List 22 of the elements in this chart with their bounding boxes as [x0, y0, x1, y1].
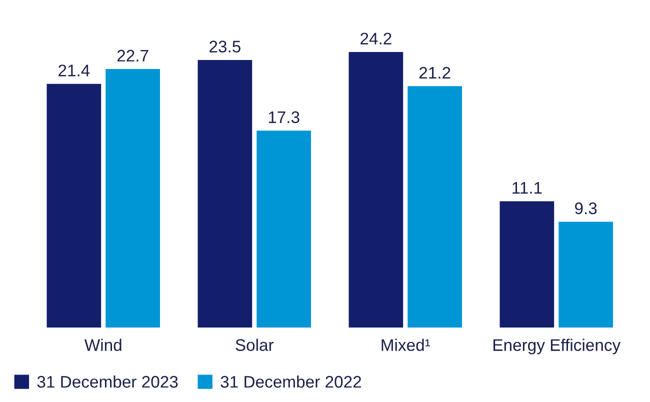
data-label: 9.3: [575, 202, 597, 214]
data-label: 17.3: [268, 111, 300, 124]
x-tick-label: Energy Efficiency: [494, 338, 621, 354]
bar: [198, 60, 252, 328]
legend-label: 31 December 2023: [37, 375, 178, 388]
bar: [46, 84, 102, 328]
x-tick-label: Wind: [84, 338, 122, 351]
bar: [348, 52, 404, 328]
data-label: 11.1: [512, 182, 542, 194]
bar: [256, 130, 311, 328]
bar: [408, 86, 462, 328]
legend-label: 31 December 2022: [220, 375, 361, 388]
data-label: 24.2: [360, 32, 392, 44]
data-label: 23.5: [210, 40, 240, 52]
bar: [558, 222, 614, 328]
bar: [106, 69, 160, 328]
x-tick-label: Solar: [236, 338, 274, 351]
bar: [500, 201, 554, 328]
data-label: 21.2: [419, 66, 450, 79]
data-label: 21.4: [58, 64, 90, 76]
x-tick-label: Mixed¹: [382, 338, 430, 351]
data-label: 22.7: [117, 50, 148, 62]
